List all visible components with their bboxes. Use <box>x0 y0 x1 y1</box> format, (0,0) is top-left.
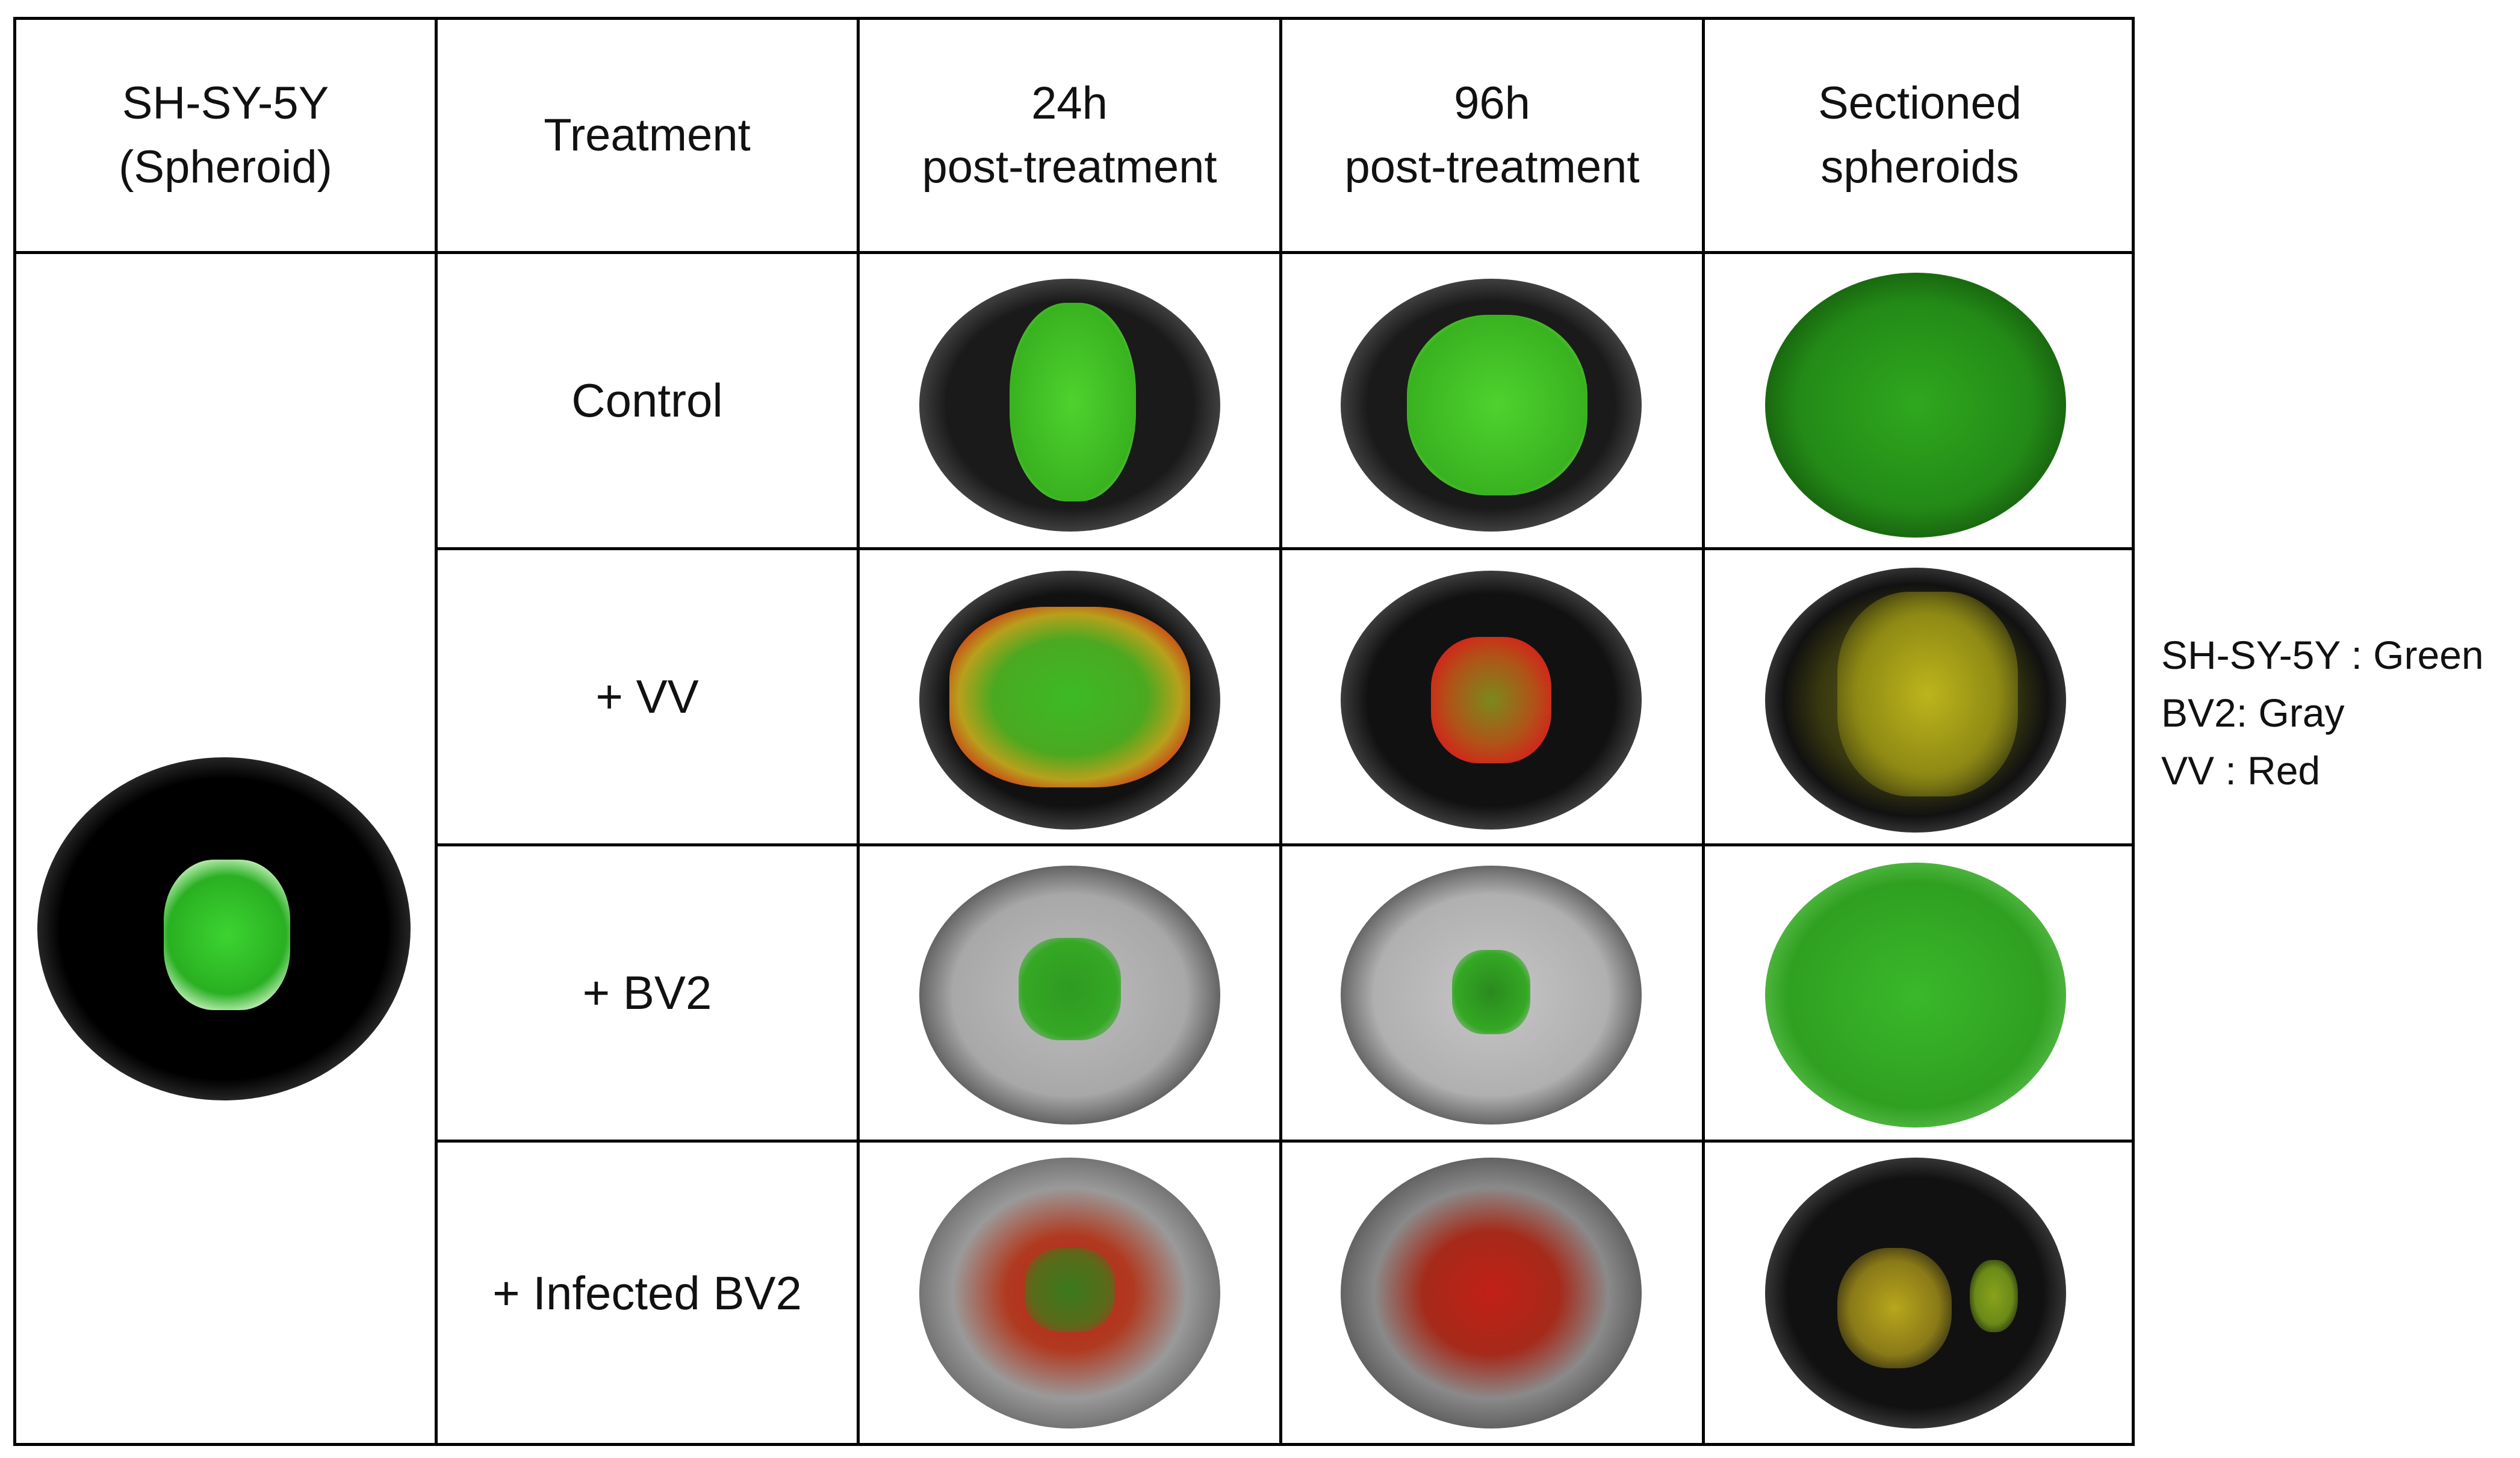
vv-24h-image <box>919 571 1220 830</box>
column-divider <box>1279 20 1282 1443</box>
green-core <box>1025 1248 1115 1332</box>
header-cell-24h: 24h post-treatment <box>860 20 1279 251</box>
treatment-label-control: Control <box>438 254 857 547</box>
treatment-label-bv2: + BV2 <box>438 846 857 1140</box>
row-divider <box>435 1140 2132 1143</box>
infected-bv2-24h-image <box>919 1158 1220 1429</box>
column-divider <box>857 20 860 1443</box>
infected-bv2-96h-image <box>1341 1158 1642 1429</box>
header-cell-96h: 96h post-treatment <box>1282 20 1702 251</box>
header-text: post-treatment <box>1344 141 1640 193</box>
row-divider <box>16 251 2132 254</box>
header-cell-treatment: Treatment <box>438 20 857 251</box>
treatment-text: + BV2 <box>582 966 712 1019</box>
vv-96h-image <box>1341 571 1642 830</box>
header-text: Sectioned <box>1817 78 2022 129</box>
column-divider <box>1702 20 1705 1443</box>
treatment-text: + Infected BV2 <box>492 1266 802 1320</box>
infected-bv2-sectioned-image <box>1765 1158 2066 1429</box>
bv2-24h-image <box>919 866 1220 1125</box>
bv2-sectioned-image <box>1765 863 2066 1128</box>
header-text: post-treatment <box>922 141 1217 193</box>
results-table: SH-SY-5Y (Spheroid) Treatment 24h post-tre… <box>13 17 2135 1446</box>
vv-sectioned-image <box>1765 568 2066 833</box>
header-text: Treatment <box>544 110 751 161</box>
header-text: spheroids <box>1820 141 2019 193</box>
treatment-text: Control <box>571 374 723 427</box>
green-spheroid <box>1407 315 1587 495</box>
header-text: 24h <box>1031 78 1108 129</box>
green-spheroid <box>1452 950 1530 1034</box>
treatment-label-vv: + VV <box>438 550 857 843</box>
row-divider <box>435 843 2132 846</box>
yellow-tissue <box>1837 592 2018 796</box>
header-cell-cell-line: SH-SY-5Y (Spheroid) <box>16 20 435 251</box>
color-legend: SH-SY-5Y : Green BV2: Gray VV : Red <box>2161 626 2484 799</box>
infected-spheroid <box>1431 637 1551 763</box>
treatment-label-infected-bv2: + Infected BV2 <box>438 1143 857 1444</box>
header-cell-sectioned: Sectioned spheroids <box>1705 20 2135 251</box>
header-text: SH-SY-5Y <box>122 78 329 129</box>
control-24h-image <box>919 279 1220 532</box>
legend-item-bv2: BV2: Gray <box>2161 690 2345 735</box>
infected-spheroid <box>949 607 1190 787</box>
header-text: 96h <box>1454 78 1530 129</box>
initial-spheroid-image <box>37 757 411 1100</box>
legend-item-vv: VV : Red <box>2161 748 2321 793</box>
bv2-96h-image <box>1341 866 1642 1125</box>
control-sectioned-image <box>1765 273 2066 538</box>
green-spheroid <box>1010 303 1136 501</box>
spheroid-core <box>164 860 290 1010</box>
column-divider <box>435 20 438 1443</box>
yellow-tissue <box>1837 1248 1952 1368</box>
legend-item-sh-sy-5y: SH-SY-5Y : Green <box>2161 633 2484 677</box>
control-96h-image <box>1341 279 1642 532</box>
treatment-text: + VV <box>595 670 699 723</box>
green-spheroid <box>1019 938 1121 1040</box>
header-text: (Spheroid) <box>119 141 332 193</box>
row-divider <box>435 547 2132 550</box>
yellow-tissue <box>1970 1260 2018 1332</box>
